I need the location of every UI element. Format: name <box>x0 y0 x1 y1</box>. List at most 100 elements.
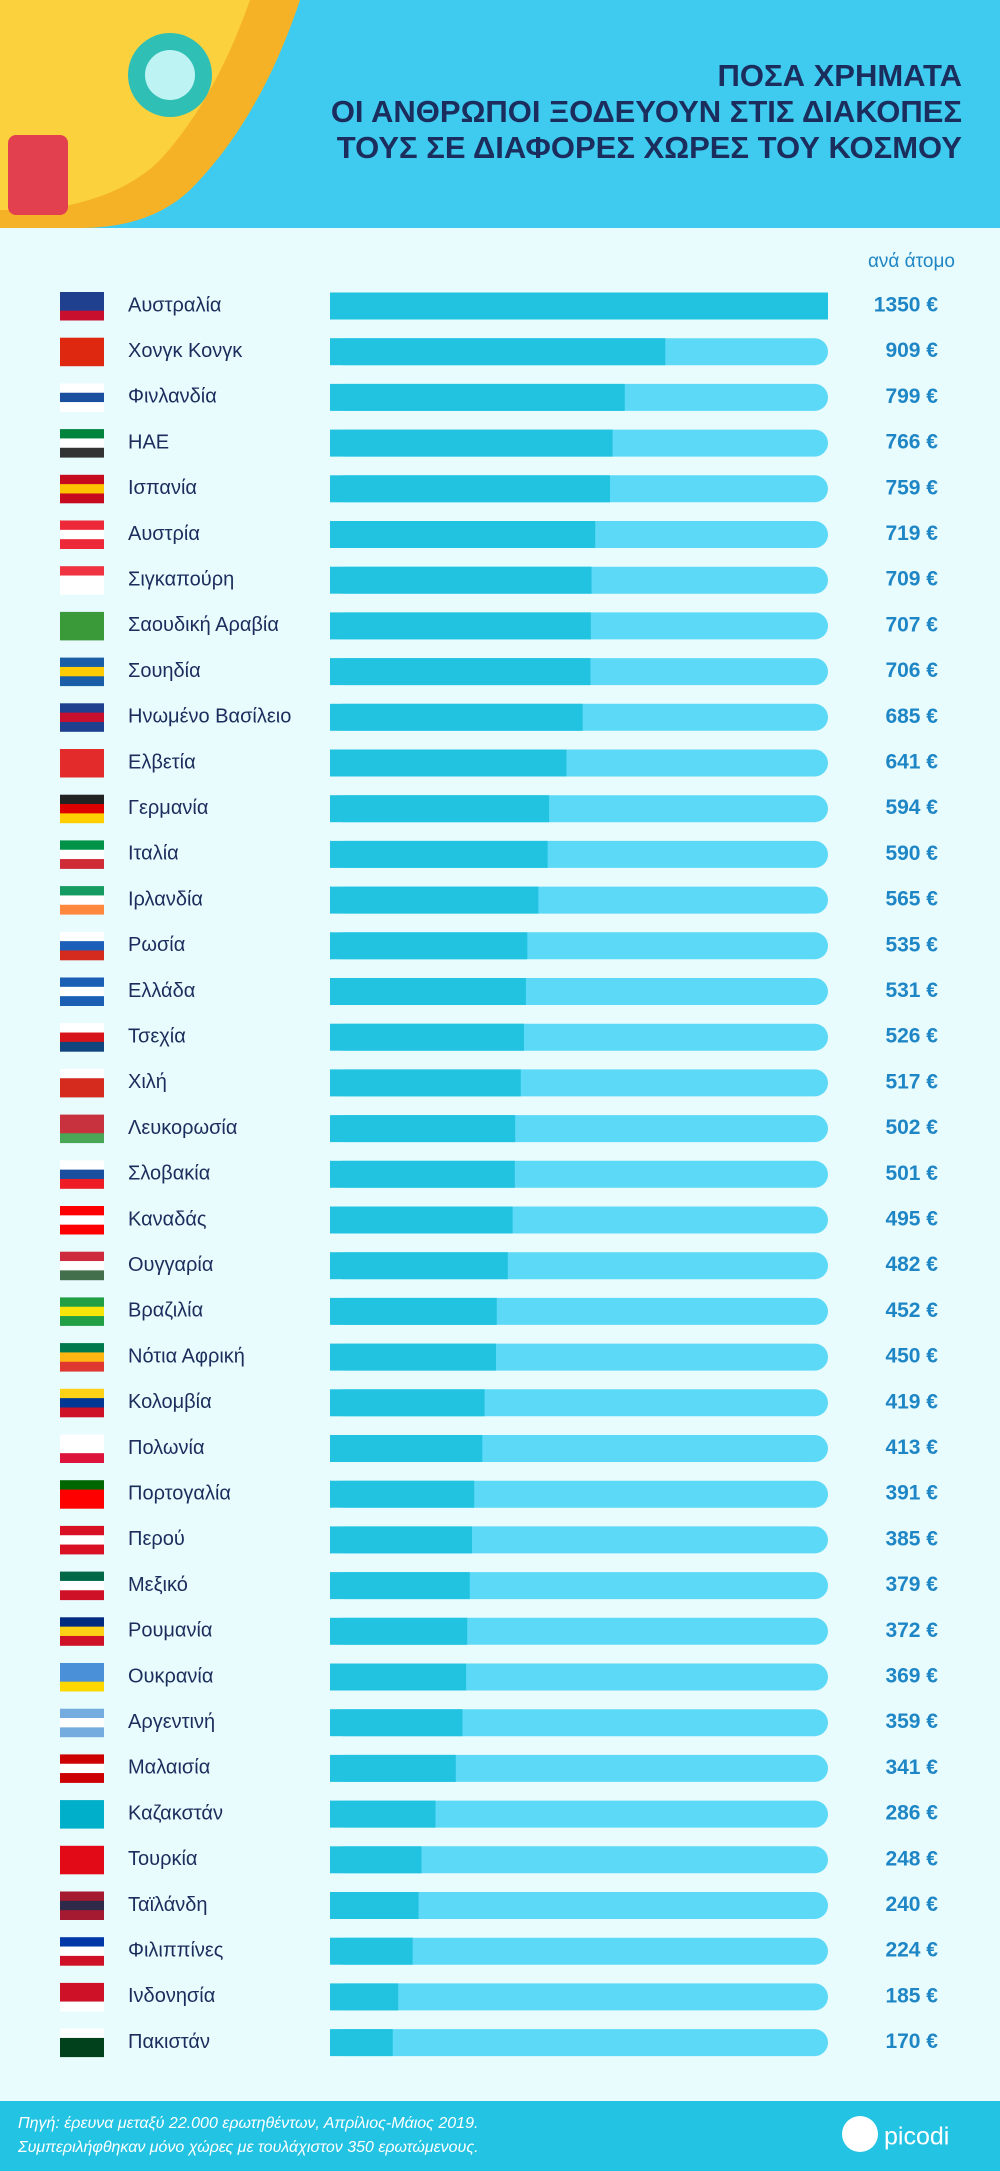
flag-stripe <box>60 904 104 915</box>
flag-stripe <box>60 1078 104 1089</box>
bar <box>330 1846 422 1874</box>
bar <box>330 886 539 914</box>
flag-stripe <box>60 584 104 595</box>
flag-stripe <box>60 804 104 814</box>
country-name: Ταϊλάνδη <box>128 1894 208 1916</box>
value-label: 240 € <box>885 1893 938 1916</box>
flag-stripe <box>60 1855 104 1865</box>
flag-stripe <box>60 1133 104 1144</box>
bar <box>330 1709 463 1737</box>
flag-stripe <box>60 1992 104 2003</box>
country-name: Καζακστάν <box>128 1802 223 1824</box>
flag-stripe <box>60 1489 104 1500</box>
bar <box>330 383 625 411</box>
flag-stripe <box>60 1316 104 1326</box>
flag-stripe <box>60 529 104 540</box>
flag-stripe <box>60 484 104 494</box>
flag-stripe <box>60 2001 104 2012</box>
country-name: Φιλιππίνες <box>128 1939 224 1961</box>
value-label: 495 € <box>885 1208 938 1231</box>
flag-stripe <box>60 1215 104 1226</box>
flag-stripe <box>60 575 104 586</box>
bar <box>330 1572 470 1600</box>
flag-stripe <box>60 1453 104 1463</box>
bar <box>330 840 548 868</box>
flag-stripe <box>60 566 104 577</box>
wallet <box>8 135 68 215</box>
flag-stripe <box>60 383 104 394</box>
flag-stripe <box>60 1635 104 1646</box>
country-name: Ρωσία <box>128 934 185 956</box>
country-name: Σαουδική Αραβία <box>128 614 279 636</box>
country-name: Περού <box>128 1528 185 1550</box>
flag-stripe <box>60 703 104 714</box>
flag-stripe <box>60 1261 104 1271</box>
value-label: 185 € <box>885 1984 938 2007</box>
country-name: Πολωνία <box>128 1437 205 1459</box>
value-label: 452 € <box>885 1299 938 1322</box>
value-label: 766 € <box>885 431 938 454</box>
bar <box>330 612 591 640</box>
value-label: 413 € <box>885 1436 938 1459</box>
flag-stripe <box>60 1123 104 1134</box>
country-name: Πακιστάν <box>128 2031 210 2053</box>
title-line: ΟΙ ΑΝΘΡΩΠΟΙ ΞΟΔΕΥΟΥΝ ΣΤΙΣ ΔΙΑΚΟΠΕΣ <box>331 94 962 129</box>
flag-stripe <box>60 1361 104 1372</box>
value-label: 482 € <box>885 1253 938 1276</box>
flag-stripe <box>60 1535 104 1546</box>
flag-stripe <box>60 1910 104 1920</box>
value-label: 248 € <box>885 1847 938 1870</box>
flag-stripe <box>60 1818 104 1829</box>
value-label: 385 € <box>885 1527 938 1550</box>
flag-stripe <box>60 977 104 988</box>
flag-stripe <box>60 941 104 951</box>
value-label: 359 € <box>885 1710 938 1733</box>
country-name: Χονγκ Κονγκ <box>128 340 243 362</box>
value-label: 641 € <box>885 751 938 774</box>
bar <box>330 1252 508 1280</box>
flag-stripe <box>60 1891 104 1902</box>
flag-stripe <box>60 849 104 860</box>
title-line: ΤΟΥΣ ΣΕ ΔΙΑΦΟΡΕΣ ΧΩΡΕΣ ΤΟΥ ΚΟΣΜΟΥ <box>337 130 963 165</box>
flag-stripe <box>60 1754 104 1765</box>
country-name: Σλοβακία <box>128 1163 210 1185</box>
flag-stripe <box>60 429 104 439</box>
flag-stripe <box>60 1498 104 1509</box>
country-name: Σουηδία <box>128 660 201 682</box>
flag-stripe <box>60 392 104 403</box>
flag-stripe <box>60 493 104 504</box>
value-label: 391 € <box>885 1482 938 1505</box>
flag-stripe <box>60 2028 104 2039</box>
bar <box>330 1800 436 1828</box>
flag-stripe <box>60 1727 104 1738</box>
value-label: 526 € <box>885 1025 938 1048</box>
bar <box>330 521 596 548</box>
flag-stripe <box>60 539 104 549</box>
country-name: Νότια Αφρική <box>128 1345 245 1367</box>
flag-stripe <box>60 794 104 805</box>
value-label: 594 € <box>885 796 938 819</box>
flag-stripe <box>60 950 104 961</box>
flag-stripe <box>60 986 104 997</box>
flag-stripe <box>60 721 104 732</box>
flag-stripe <box>60 1178 104 1189</box>
value-label: 590 € <box>885 842 938 865</box>
flag-stripe <box>60 621 104 632</box>
flag-stripe <box>60 1544 104 1555</box>
value-label: 501 € <box>885 1162 938 1185</box>
flag-stripe <box>60 1206 104 1216</box>
flag-stripe <box>60 292 104 302</box>
bar-track <box>330 1846 828 1874</box>
value-label: 372 € <box>885 1619 938 1642</box>
country-name: Ινδονησία <box>128 1985 215 2007</box>
flag-stripe <box>60 1114 104 1125</box>
country-name: Αργεντινή <box>128 1711 215 1733</box>
country-name: ΗΑΕ <box>128 431 169 453</box>
flag-stripe <box>60 520 104 531</box>
flag-stripe <box>60 1306 104 1317</box>
bar <box>330 932 528 960</box>
flag-stripe <box>60 767 104 778</box>
flag-stripe <box>60 1937 104 1948</box>
flag-stripe <box>60 1160 104 1171</box>
